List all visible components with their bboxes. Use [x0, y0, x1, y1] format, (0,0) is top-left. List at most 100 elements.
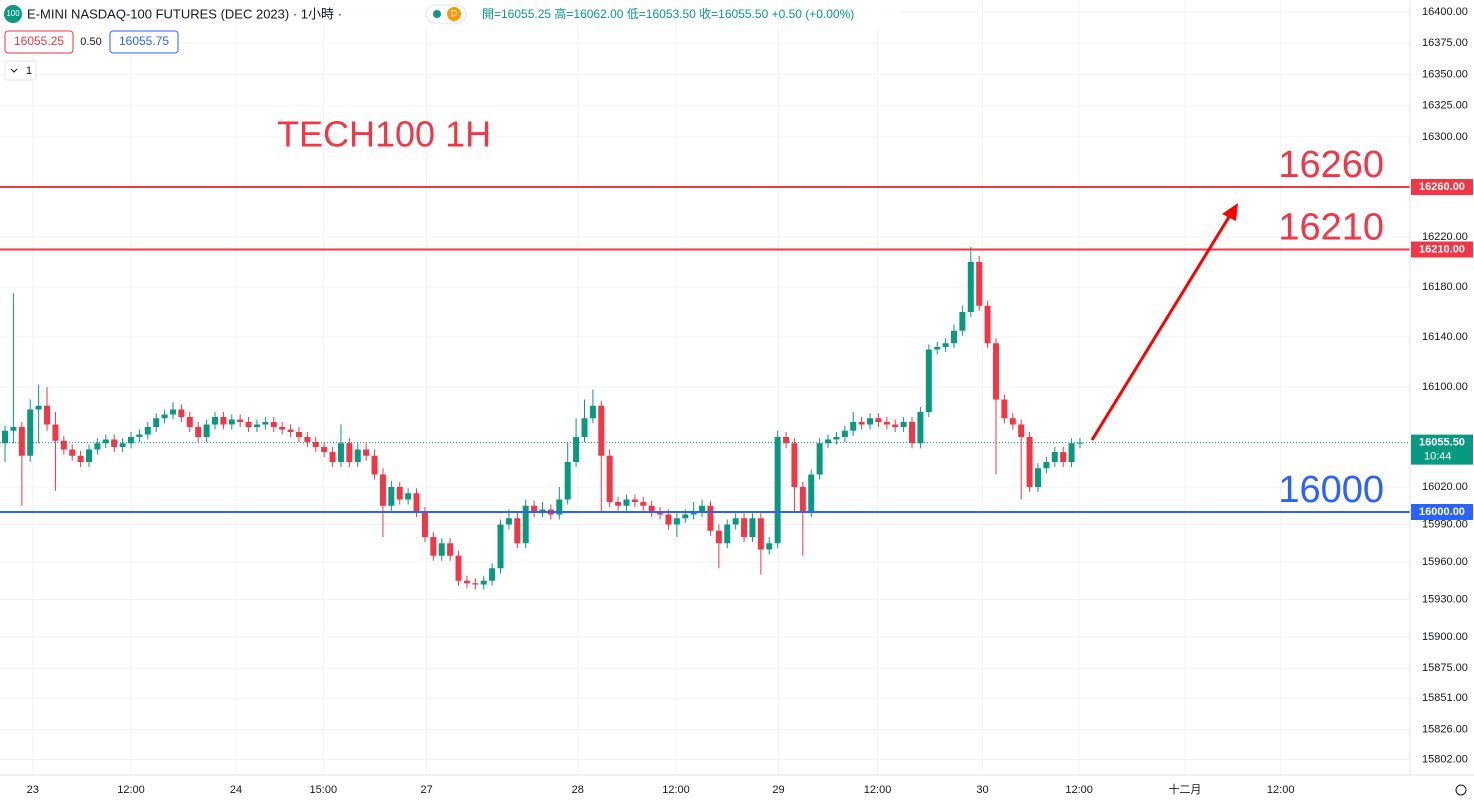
candle-body	[346, 443, 353, 462]
level-axis-box	[1411, 504, 1473, 520]
candle-body	[136, 434, 143, 437]
candle-body	[690, 512, 697, 515]
candle-body	[2, 430, 9, 444]
candle-body	[766, 543, 773, 550]
candle-body	[531, 505, 538, 512]
candle-body	[472, 583, 479, 585]
indicator-count: 1	[26, 65, 32, 77]
symbol-icon	[4, 5, 22, 23]
candle-body	[52, 424, 59, 441]
candle-body	[497, 524, 504, 569]
y-tick-label: 16400.00	[1422, 6, 1468, 18]
candle-body	[86, 449, 93, 462]
candle-body	[992, 343, 999, 400]
candle-body	[699, 505, 706, 512]
candle-body	[203, 424, 210, 437]
bid-box	[4, 30, 74, 54]
candle-body	[18, 427, 25, 456]
candle-body	[228, 419, 235, 425]
candle-body	[816, 443, 823, 475]
candle-body	[942, 343, 949, 347]
last-price-label: 16055.50	[1419, 437, 1465, 449]
candle-body	[1001, 399, 1008, 419]
candle-body	[128, 437, 135, 444]
candle-body	[799, 487, 806, 512]
candle-body	[77, 455, 84, 462]
candle-body	[245, 422, 252, 427]
candle-body	[808, 474, 815, 512]
candle-body	[1051, 452, 1058, 462]
candle-body	[892, 424, 899, 427]
x-tick-label: 12:00	[117, 784, 145, 796]
candle-body	[640, 502, 647, 506]
candle-body	[539, 509, 546, 512]
candle-body	[732, 518, 739, 525]
level-axis-box	[1411, 179, 1473, 195]
candle-body	[430, 537, 437, 556]
candle-body	[94, 443, 101, 450]
candle-body	[934, 347, 941, 350]
candle-body	[825, 439, 832, 444]
candle-body	[262, 422, 269, 425]
candle-body	[867, 418, 874, 425]
y-tick-label: 15802.00	[1422, 753, 1468, 765]
candle-body	[589, 405, 596, 419]
grid	[0, 0, 1410, 775]
candle-body	[363, 449, 370, 456]
candle-body	[169, 409, 176, 415]
candle-body	[279, 427, 286, 430]
badge: D	[451, 8, 458, 18]
icon-text: 100	[6, 9, 20, 18]
candle-body	[455, 555, 462, 581]
y-tick-label: 15960.00	[1422, 556, 1468, 568]
candle-body	[741, 518, 748, 537]
plot	[0, 186, 1410, 590]
candle-body	[774, 437, 781, 544]
candle-body	[60, 440, 67, 450]
y-tick-label: 16325.00	[1422, 100, 1468, 112]
candle-body	[1068, 443, 1075, 462]
candle-body	[950, 330, 957, 344]
candle-body	[783, 437, 790, 444]
indicator-toggle[interactable]	[4, 60, 37, 81]
candle-body	[514, 518, 521, 544]
candle-body	[421, 512, 428, 537]
candle-body	[581, 418, 588, 437]
candle-body	[396, 487, 403, 500]
candle-body	[312, 442, 319, 447]
ask: 16055.75	[119, 34, 169, 48]
candle-body	[564, 462, 571, 500]
y-tick-label: 16350.00	[1422, 68, 1468, 80]
x-tick-label: 15:00	[310, 784, 338, 796]
candle-body	[337, 443, 344, 462]
candle-body	[102, 439, 109, 444]
candle-body	[1076, 442, 1083, 444]
x-tick-label: 23	[27, 784, 39, 796]
candle-body	[984, 305, 991, 344]
y-tick-label: 15930.00	[1422, 593, 1468, 605]
candle-body	[917, 412, 924, 444]
x-tick-label: 12:00	[662, 784, 690, 796]
y-tick-label: 16140.00	[1422, 331, 1468, 343]
candle-body	[253, 424, 260, 427]
candle-body	[270, 422, 277, 427]
symbol: E-MINI NASDAQ-100 FUTURES (DEC 2023) · 1…	[27, 6, 342, 21]
y-tick-label: 15900.00	[1422, 631, 1468, 643]
candle-body	[850, 422, 857, 431]
candle-body	[161, 414, 168, 419]
candle-body	[682, 514, 689, 519]
y-tick-label: 16220.00	[1422, 231, 1468, 243]
arrow-line	[1090, 211, 1234, 441]
y-tick-label: 16375.00	[1422, 37, 1468, 49]
x-tick-label: 12:00	[1267, 784, 1295, 796]
candle-body	[598, 405, 605, 456]
candle-body	[379, 474, 386, 506]
x-tick-label: 12:00	[864, 784, 892, 796]
y-tick-label: 16300.00	[1422, 131, 1468, 143]
candle-body	[606, 455, 613, 502]
candle-body	[186, 417, 193, 427]
candle-body	[10, 427, 17, 431]
x-tick-label: 十二月	[1168, 782, 1201, 796]
settings-icon[interactable]	[1455, 784, 1467, 796]
candle-body	[119, 443, 126, 447]
